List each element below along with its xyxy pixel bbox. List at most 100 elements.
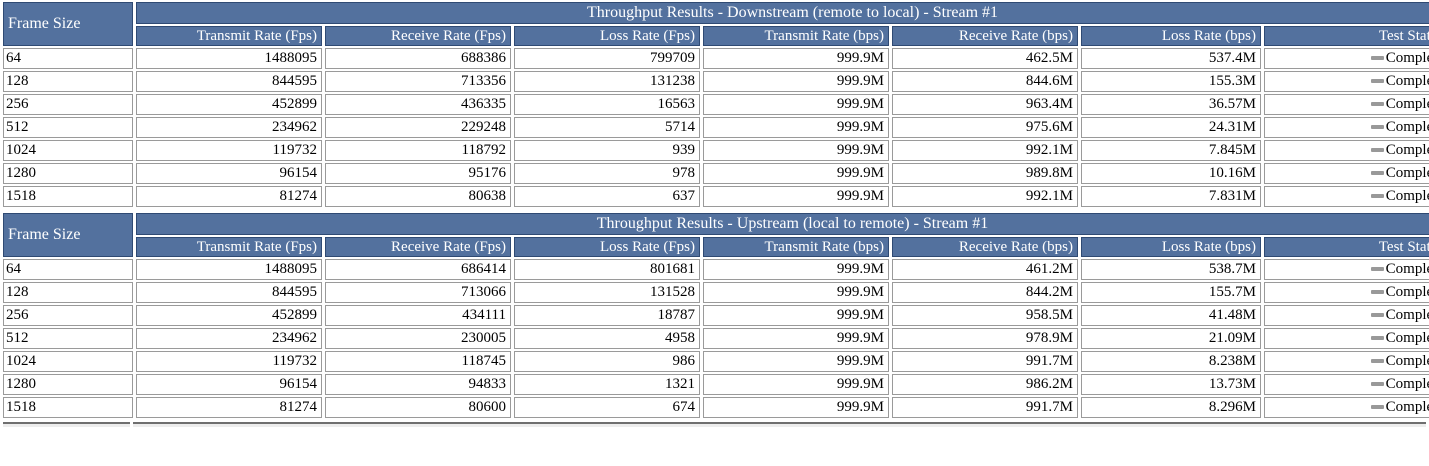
- table-row: 512 234962 230005 4958 999.9M 978.9M 21.…: [3, 328, 1429, 349]
- throughput-table-upstream: Frame Size Throughput Results - Upstream…: [0, 211, 1429, 420]
- test-status-cell: Complete: [1264, 259, 1429, 280]
- transmit-rate-fps-value: 96154: [136, 163, 322, 184]
- status-label: Complete: [1385, 142, 1429, 158]
- frame-size-value: 128: [3, 282, 133, 303]
- column-header-transmit-fps: Transmit Rate (Fps): [136, 237, 322, 257]
- status-label: Complete: [1385, 330, 1429, 346]
- table-row: 1518 81274 80600 674 999.9M 991.7M 8.296…: [3, 397, 1429, 418]
- frame-size-value: 1280: [3, 374, 133, 395]
- transmit-rate-fps-value: 119732: [136, 140, 322, 161]
- frame-size-value: 128: [3, 71, 133, 92]
- status-label: Complete: [1385, 307, 1429, 323]
- status-dash-icon: [1370, 289, 1384, 294]
- loss-rate-bps-value: 155.7M: [1081, 282, 1261, 303]
- test-status-cell: Complete: [1264, 374, 1429, 395]
- receive-rate-bps-value: 992.1M: [892, 186, 1078, 207]
- table-column-header-row: Transmit Rate (Fps) Receive Rate (Fps) L…: [3, 26, 1429, 46]
- column-header-loss-bps: Loss Rate (bps): [1081, 26, 1261, 46]
- loss-rate-fps-value: 131528: [514, 282, 700, 303]
- transmit-rate-bps-value: 999.9M: [703, 259, 889, 280]
- transmit-rate-bps-value: 999.9M: [703, 282, 889, 303]
- next-table-cutoff: [0, 422, 1429, 427]
- column-header-transmit-fps: Transmit Rate (Fps): [136, 26, 322, 46]
- status-dash-icon: [1370, 404, 1384, 409]
- transmit-rate-bps-value: 999.9M: [703, 117, 889, 138]
- table-row: 64 1488095 686414 801681 999.9M 461.2M 5…: [3, 259, 1429, 280]
- receive-rate-bps-value: 975.6M: [892, 117, 1078, 138]
- status-label: Complete: [1385, 73, 1429, 89]
- column-header-transmit-bps: Transmit Rate (bps): [703, 237, 889, 257]
- table-title: Throughput Results - Downstream (remote …: [136, 2, 1429, 24]
- receive-rate-fps-value: 80600: [325, 397, 511, 418]
- status-dash-icon: [1370, 124, 1384, 129]
- next-table-title-cell-edge: [133, 422, 1426, 427]
- status-dash-icon: [1370, 101, 1384, 106]
- loss-rate-fps-value: 16563: [514, 94, 700, 115]
- loss-rate-fps-value: 18787: [514, 305, 700, 326]
- status-dash-icon: [1370, 78, 1384, 83]
- loss-rate-fps-value: 801681: [514, 259, 700, 280]
- loss-rate-fps-value: 1321: [514, 374, 700, 395]
- frame-size-value: 64: [3, 259, 133, 280]
- test-status-cell: Complete: [1264, 397, 1429, 418]
- transmit-rate-bps-value: 999.9M: [703, 163, 889, 184]
- table-row: 128 844595 713066 131528 999.9M 844.2M 1…: [3, 282, 1429, 303]
- column-header-receive-bps: Receive Rate (bps): [892, 237, 1078, 257]
- table-row: 1518 81274 80638 637 999.9M 992.1M 7.831…: [3, 186, 1429, 207]
- loss-rate-bps-value: 21.09M: [1081, 328, 1261, 349]
- receive-rate-bps-value: 844.6M: [892, 71, 1078, 92]
- transmit-rate-bps-value: 999.9M: [703, 140, 889, 161]
- test-status-cell: Complete: [1264, 328, 1429, 349]
- frame-size-value: 256: [3, 305, 133, 326]
- receive-rate-fps-value: 434111: [325, 305, 511, 326]
- loss-rate-fps-value: 4958: [514, 328, 700, 349]
- receive-rate-bps-value: 963.4M: [892, 94, 1078, 115]
- next-table-frame-size-cell-edge: [3, 422, 130, 427]
- transmit-rate-fps-value: 234962: [136, 117, 322, 138]
- table-row: 64 1488095 688386 799709 999.9M 462.5M 5…: [3, 48, 1429, 69]
- table-row: 1280 96154 94833 1321 999.9M 986.2M 13.7…: [3, 374, 1429, 395]
- test-status-cell: Complete: [1264, 282, 1429, 303]
- status-label: Complete: [1385, 119, 1429, 135]
- column-header-loss-fps: Loss Rate (Fps): [514, 237, 700, 257]
- status-label: Complete: [1385, 188, 1429, 204]
- loss-rate-fps-value: 799709: [514, 48, 700, 69]
- table-row: 1024 119732 118792 939 999.9M 992.1M 7.8…: [3, 140, 1429, 161]
- status-dash-icon: [1370, 381, 1384, 386]
- test-status-cell: Complete: [1264, 305, 1429, 326]
- loss-rate-fps-value: 939: [514, 140, 700, 161]
- receive-rate-fps-value: 688386: [325, 48, 511, 69]
- loss-rate-fps-value: 978: [514, 163, 700, 184]
- loss-rate-bps-value: 8.296M: [1081, 397, 1261, 418]
- transmit-rate-fps-value: 81274: [136, 397, 322, 418]
- receive-rate-fps-value: 436335: [325, 94, 511, 115]
- loss-rate-bps-value: 7.845M: [1081, 140, 1261, 161]
- test-status-cell: Complete: [1264, 186, 1429, 207]
- column-header-receive-bps: Receive Rate (bps): [892, 26, 1078, 46]
- test-status-cell: Complete: [1264, 48, 1429, 69]
- frame-size-value: 1518: [3, 397, 133, 418]
- receive-rate-fps-value: 229248: [325, 117, 511, 138]
- column-header-test-status: Test Status: [1264, 26, 1429, 46]
- status-label: Complete: [1385, 50, 1429, 66]
- transmit-rate-bps-value: 999.9M: [703, 94, 889, 115]
- frame-size-value: 1024: [3, 140, 133, 161]
- receive-rate-bps-value: 986.2M: [892, 374, 1078, 395]
- receive-rate-fps-value: 95176: [325, 163, 511, 184]
- transmit-rate-fps-value: 1488095: [136, 48, 322, 69]
- receive-rate-fps-value: 118745: [325, 351, 511, 372]
- table-title: Throughput Results - Upstream (local to …: [136, 213, 1429, 235]
- transmit-rate-bps-value: 999.9M: [703, 71, 889, 92]
- table-header-title-row: Frame Size Throughput Results - Downstre…: [3, 2, 1429, 46]
- table-header-title-row: Frame Size Throughput Results - Upstream…: [3, 213, 1429, 257]
- transmit-rate-fps-value: 844595: [136, 282, 322, 303]
- receive-rate-bps-value: 958.5M: [892, 305, 1078, 326]
- receive-rate-fps-value: 713066: [325, 282, 511, 303]
- status-label: Complete: [1385, 376, 1429, 392]
- frame-size-value: 1280: [3, 163, 133, 184]
- test-status-cell: Complete: [1264, 71, 1429, 92]
- status-dash-icon: [1370, 358, 1384, 363]
- receive-rate-bps-value: 844.2M: [892, 282, 1078, 303]
- table-row: 128 844595 713356 131238 999.9M 844.6M 1…: [3, 71, 1429, 92]
- status-dash-icon: [1370, 193, 1384, 198]
